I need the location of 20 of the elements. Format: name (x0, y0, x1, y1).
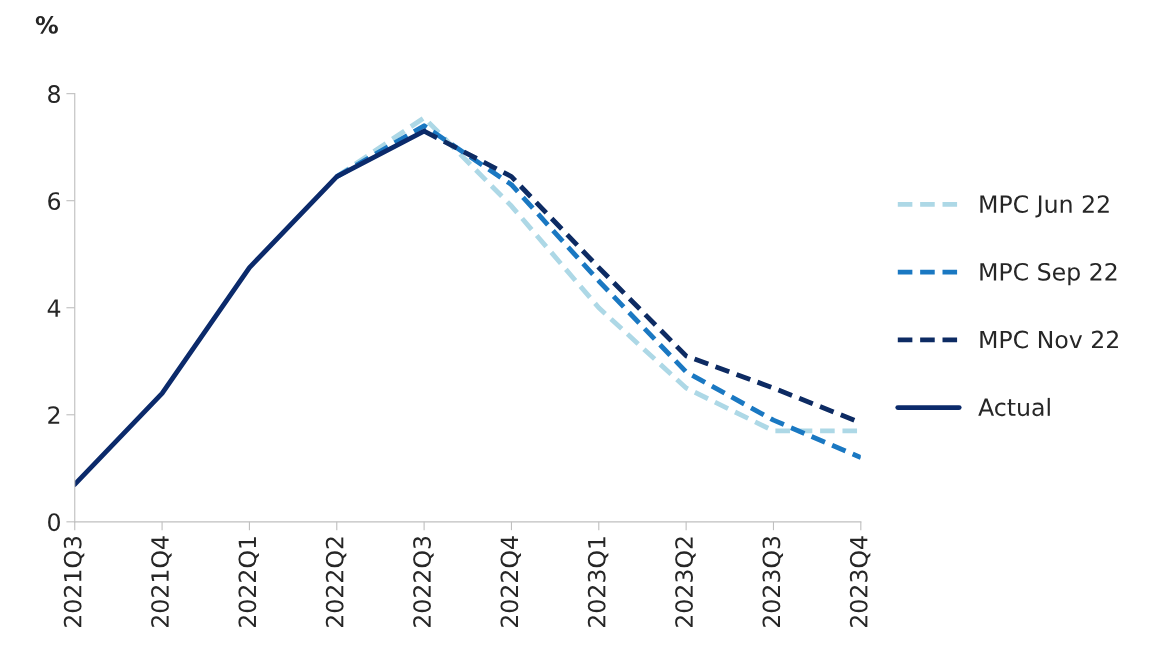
y-tick-label: 8 (48, 85, 60, 103)
x-tick-label: 2023Q2 (675, 537, 696, 627)
y-axis-title: % (35, 15, 58, 34)
x-tick-label: 2022Q3 (413, 536, 434, 627)
y-tick-label: 6 (48, 192, 61, 211)
x-tick-label: 2022Q4 (500, 536, 522, 627)
x-tick-label: 2021Q3 (63, 536, 85, 627)
x-tick-label: 2023Q1 (587, 537, 609, 627)
y-tick-label: 4 (47, 299, 61, 317)
x-tick-label: 2021Q4 (151, 536, 172, 627)
x-tick-label: 2022Q2 (325, 537, 347, 627)
x-tick-label: 2023Q4 (849, 536, 871, 627)
y-tick-label: 0 (48, 513, 60, 532)
x-tick-label: 2022Q1 (238, 537, 259, 627)
y-tick-label: 2 (48, 406, 60, 424)
legend-label: Actual (978, 397, 1050, 417)
legend-label: MPC Sep 22 (980, 262, 1117, 286)
x-tick-label: 2023Q3 (762, 536, 784, 627)
legend-label: MPC Nov 22 (980, 330, 1118, 349)
legend-label: MPC Jun 22 (980, 195, 1109, 218)
